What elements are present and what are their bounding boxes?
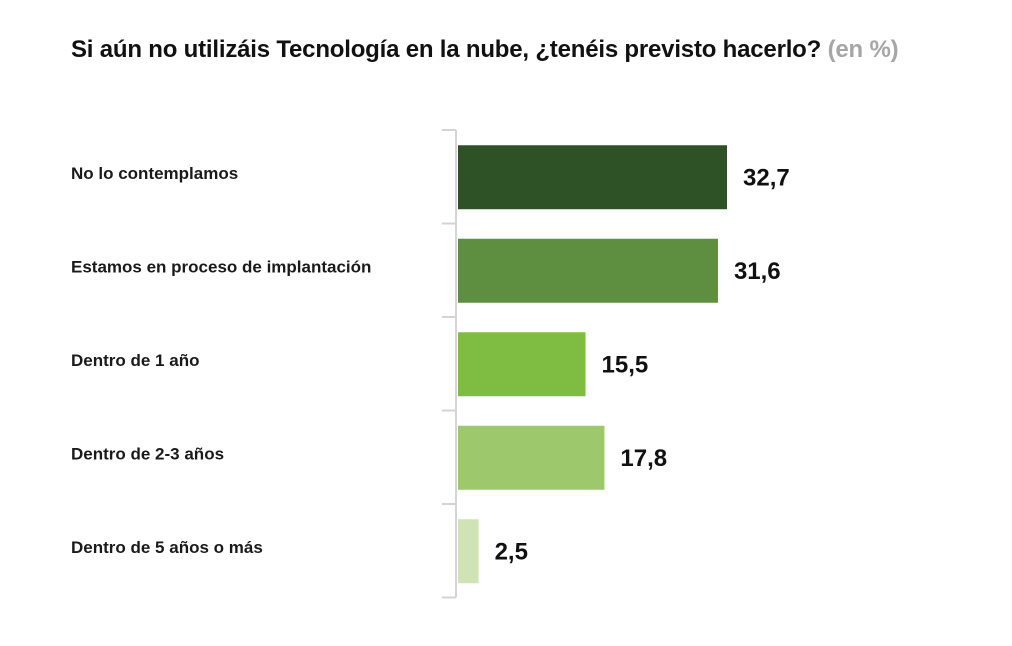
bar — [458, 332, 586, 397]
data-label: 17,8 — [620, 445, 667, 472]
bar — [458, 145, 727, 210]
category-label: Dentro de 2-3 años — [71, 445, 224, 464]
bar — [458, 519, 479, 584]
category-label: Dentro de 5 años o más — [71, 538, 263, 557]
chart-title-text: Si aún no utilizáis Tecnología en la nub… — [71, 36, 822, 63]
data-label: 31,6 — [734, 258, 781, 285]
data-label: 2,5 — [495, 539, 528, 566]
category-label: No lo contemplamos — [71, 164, 238, 183]
bar — [458, 238, 718, 303]
chart-title: Si aún no utilizáis Tecnología en la nub… — [71, 36, 899, 64]
bar — [458, 425, 605, 490]
data-label: 15,5 — [602, 352, 649, 379]
category-label: Estamos en proceso de implantación — [71, 258, 371, 277]
chart-title-unit: (en %) — [827, 36, 899, 63]
category-label: Dentro de 1 año — [71, 351, 199, 370]
data-label: 32,7 — [743, 165, 790, 192]
